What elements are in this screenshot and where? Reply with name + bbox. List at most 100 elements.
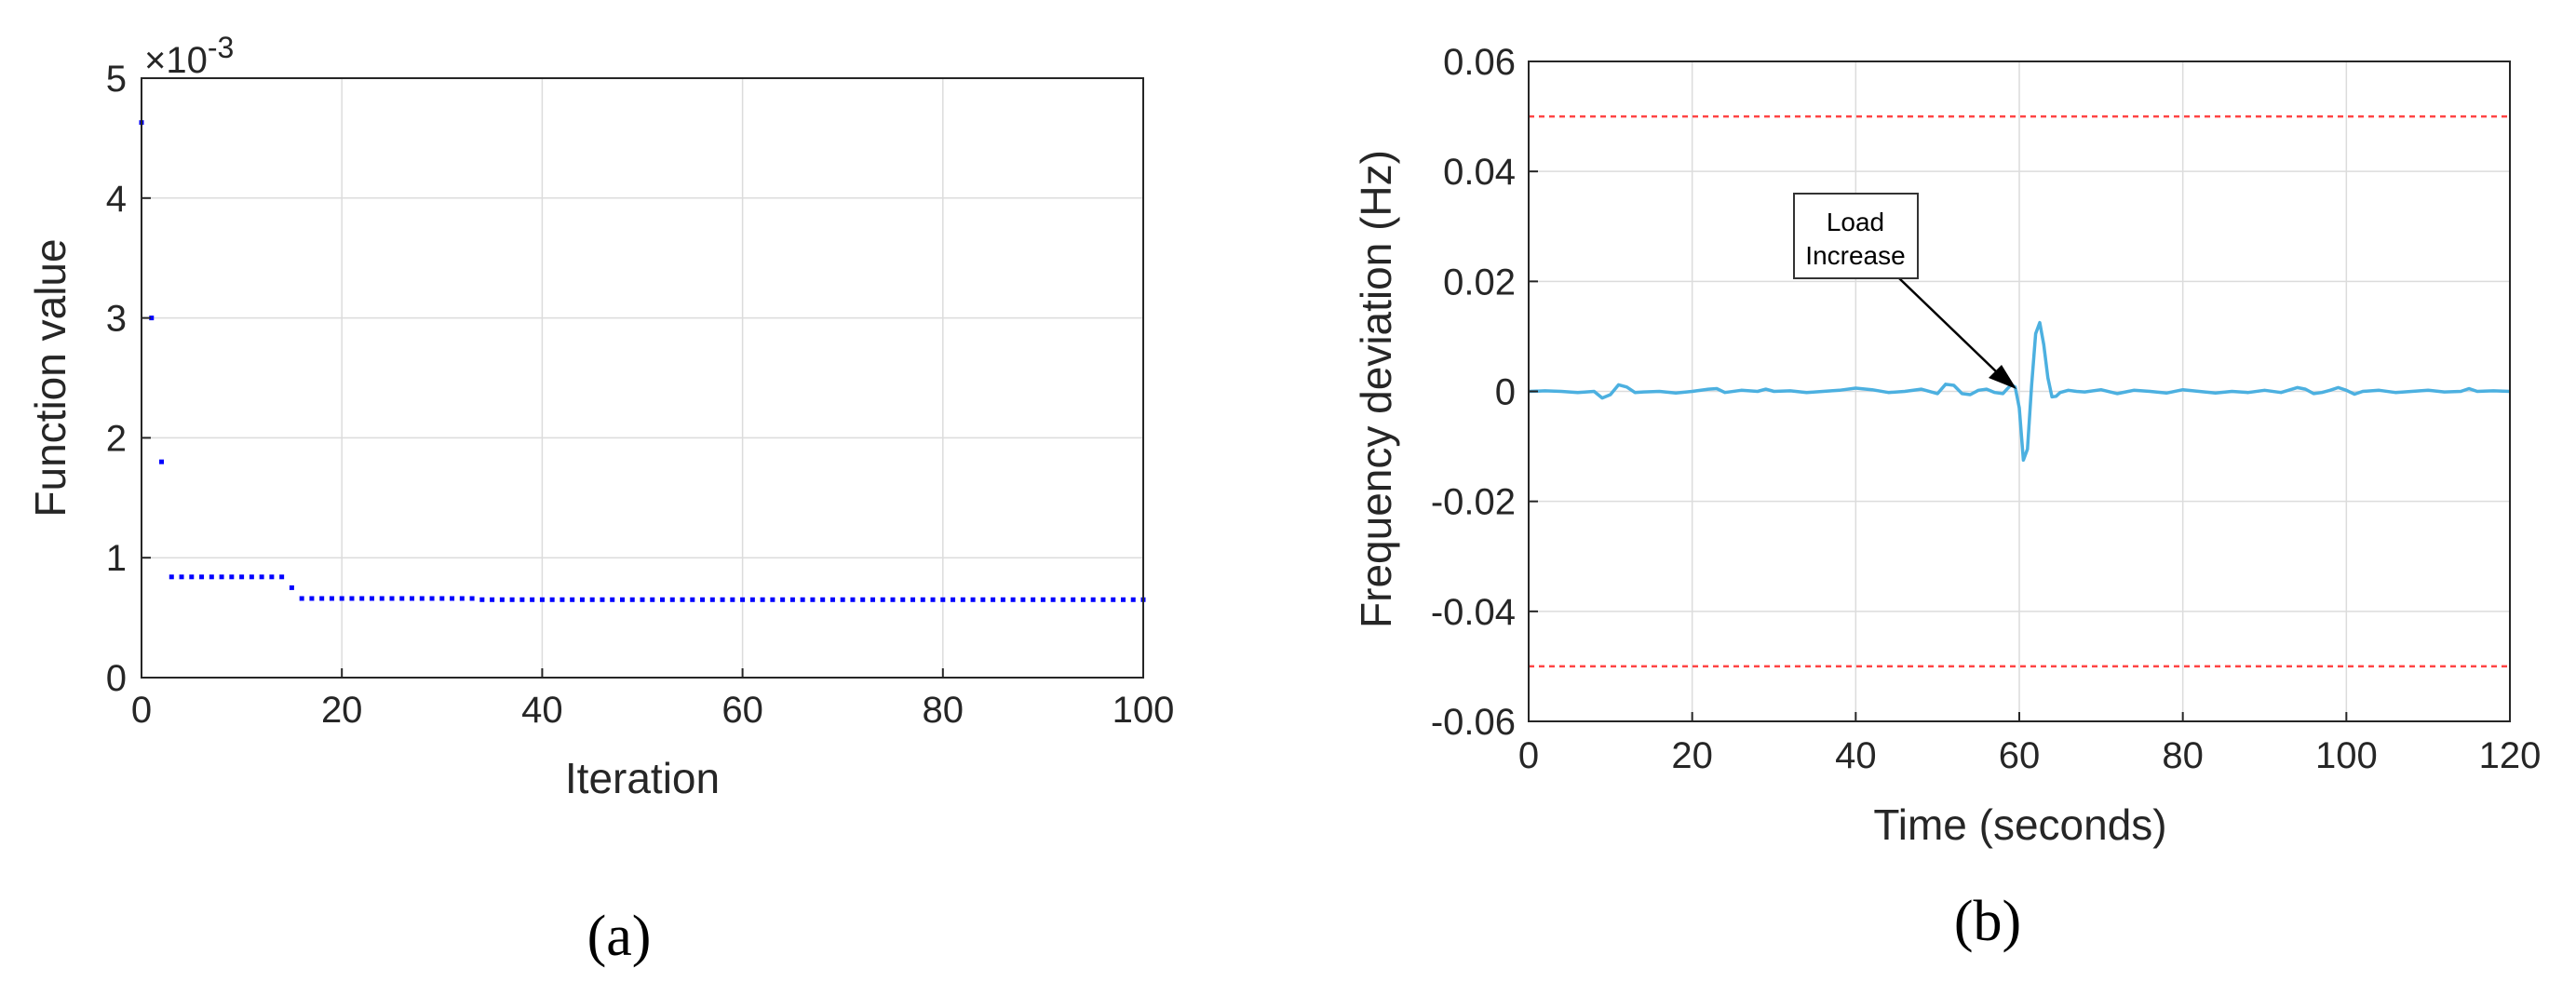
panel-b-y-tick-label: -0.02 bbox=[1431, 482, 1516, 523]
panel-a-data-point bbox=[369, 596, 374, 601]
panel-a-data-point bbox=[519, 597, 525, 602]
panel-a-data-point bbox=[579, 597, 585, 602]
panel-a-data-point bbox=[940, 597, 946, 602]
panel-a-data-point bbox=[539, 597, 545, 602]
panel-a-y-tick-label: 1 bbox=[106, 538, 127, 579]
panel-a-data-point bbox=[450, 596, 455, 601]
panel-b-chart: 0 20 40 60 80 100 120 -0.06 -0.04 -0.02 0 0.02 0.04… bbox=[1352, 42, 2541, 953]
panel-a-y-tick-label: 2 bbox=[106, 418, 127, 459]
panel-a-data-point bbox=[329, 596, 334, 601]
panel-a-data-point bbox=[730, 597, 735, 602]
panel-a-data-point bbox=[690, 597, 695, 602]
panel-a-data-point bbox=[1060, 597, 1066, 602]
panel-a-data-point bbox=[610, 597, 615, 602]
panel-a-data-point bbox=[359, 596, 365, 601]
panel-b-y-tick-label: 0 bbox=[1495, 372, 1516, 413]
panel-a-y-ticks: 0 1 2 3 4 5 bbox=[106, 59, 151, 699]
panel-a-data-point bbox=[479, 597, 485, 602]
panel-a-data-point bbox=[829, 597, 835, 602]
panel-a-data-point bbox=[299, 596, 304, 601]
panel-a-data-point bbox=[951, 597, 956, 602]
annotation-line-1: Load bbox=[1827, 208, 1884, 236]
panel-a-data-point bbox=[189, 574, 195, 580]
panel-a-exponent-label: ×10-3 bbox=[144, 31, 234, 81]
panel-b-series-line bbox=[1528, 320, 2511, 463]
panel-a-data-point bbox=[509, 597, 515, 602]
panel-b-x-axis-label: Time (seconds) bbox=[1873, 800, 2166, 849]
panel-a-y-tick-label: 5 bbox=[106, 59, 127, 100]
panel-a-data-point bbox=[1111, 597, 1116, 602]
panel-b-y-tick-label: 0.06 bbox=[1443, 42, 1516, 83]
panel-a-x-tick-label: 0 bbox=[131, 690, 152, 731]
panel-a-data-point bbox=[389, 596, 395, 601]
panel-b-y-tick-label: -0.04 bbox=[1431, 592, 1516, 633]
panel-a-data-point bbox=[619, 597, 625, 602]
panel-a-data-point bbox=[991, 597, 996, 602]
panel-a-data-point bbox=[309, 596, 315, 601]
panel-a-y-tick-label: 3 bbox=[106, 299, 127, 340]
panel-a-y-axis-label: Function value bbox=[26, 238, 74, 517]
panel-a-x-axis-label: Iteration bbox=[565, 754, 720, 802]
panel-a-x-tick-label: 100 bbox=[1113, 690, 1175, 731]
panel-a-data-point bbox=[880, 597, 885, 602]
panel-a-data-point bbox=[1031, 597, 1036, 602]
panel-a-data-point bbox=[219, 574, 224, 580]
panel-a-data-point bbox=[740, 597, 746, 602]
panel-a-data-point bbox=[669, 597, 675, 602]
panel-b-caption: (b) bbox=[1954, 890, 2021, 953]
panel-a-y-tick-label: 0 bbox=[106, 658, 127, 699]
panel-a-data-point bbox=[760, 597, 765, 602]
panel-a-data-point bbox=[530, 597, 535, 602]
panel-a-data-point bbox=[410, 596, 415, 601]
panel-a-data-point bbox=[789, 597, 795, 602]
panel-a-data-point bbox=[179, 574, 184, 580]
panel-a-data-point bbox=[169, 574, 174, 580]
panel-a-data-point bbox=[589, 597, 595, 602]
panel-a-data-point bbox=[920, 597, 925, 602]
panel-a-data-point bbox=[640, 597, 645, 602]
panel-a-data-point bbox=[490, 597, 495, 602]
panel-a-data-point bbox=[810, 597, 816, 602]
panel-b-y-ticks: -0.06 -0.04 -0.02 0 0.02 0.04 0.06 bbox=[1431, 42, 1538, 743]
panel-a-data-point bbox=[159, 459, 165, 464]
panel-a-data-point bbox=[549, 597, 555, 602]
panel-a-data-point bbox=[289, 585, 294, 590]
panel-a-y-tick-label: 4 bbox=[106, 179, 127, 220]
panel-a-data-point bbox=[910, 597, 916, 602]
panel-a-data-points bbox=[139, 120, 1146, 602]
annotation-line-2: Increase bbox=[1805, 241, 1905, 270]
panel-a-data-point bbox=[379, 596, 384, 601]
panel-a-data-point bbox=[439, 596, 445, 601]
panel-b-x-tick-label: 20 bbox=[1671, 735, 1713, 776]
panel-a-x-tick-label: 80 bbox=[923, 690, 964, 731]
panel-a-data-point bbox=[1040, 597, 1045, 602]
panel-a-data-point bbox=[1130, 597, 1136, 602]
panel-a-data-point bbox=[850, 597, 856, 602]
panel-b-y-tick-label: 0.04 bbox=[1443, 152, 1516, 193]
panel-a-data-point bbox=[1080, 597, 1086, 602]
panel-a-data-point bbox=[970, 597, 976, 602]
panel-b-x-tick-label: 120 bbox=[2479, 735, 2542, 776]
panel-a-data-point bbox=[259, 574, 264, 580]
panel-a-data-point bbox=[820, 597, 826, 602]
panel-a-data-point bbox=[709, 597, 715, 602]
panel-a-data-point bbox=[890, 597, 896, 602]
panel-a-chart: 0 20 40 60 80 100 0 1 2 3 4 5 ×10-3 Iteration Func… bbox=[26, 31, 1174, 968]
panel-a-data-point bbox=[209, 574, 214, 580]
panel-a-data-point bbox=[600, 597, 605, 602]
panel-a-data-point bbox=[1020, 597, 1026, 602]
panel-a-data-point bbox=[629, 597, 635, 602]
panel-a-data-point bbox=[900, 597, 906, 602]
panel-a-x-ticks: 0 20 40 60 80 100 bbox=[131, 668, 1175, 731]
panel-a-data-point bbox=[249, 574, 254, 580]
panel-a-data-point bbox=[650, 597, 655, 602]
panel-a-data-point bbox=[749, 597, 755, 602]
panel-a-data-point bbox=[349, 596, 355, 601]
panel-a-data-point bbox=[419, 596, 425, 601]
panel-a-x-tick-label: 20 bbox=[321, 690, 363, 731]
panel-a-x-tick-label: 60 bbox=[722, 690, 763, 731]
panel-a-data-point bbox=[239, 574, 245, 580]
panel-a-data-point bbox=[279, 574, 285, 580]
panel-a-data-point bbox=[1010, 597, 1016, 602]
